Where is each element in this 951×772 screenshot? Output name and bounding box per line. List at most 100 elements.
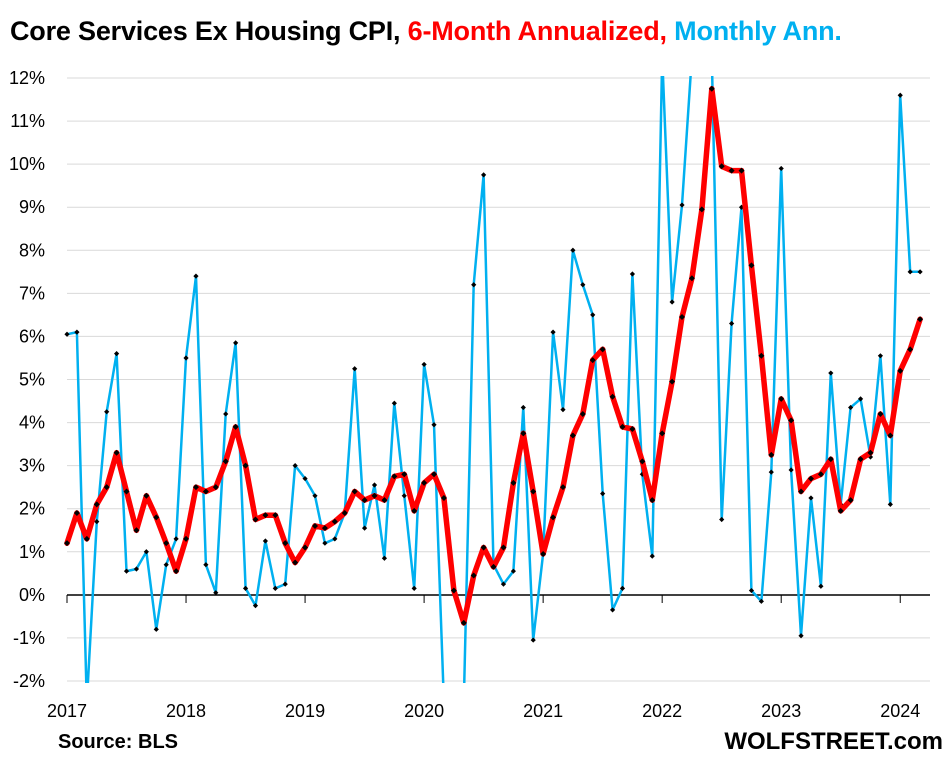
- six-month-point: [540, 550, 547, 557]
- y-tick-label: -1%: [13, 628, 45, 648]
- monthly-ann-point: [361, 525, 368, 531]
- chart-title: Core Services Ex Housing CPI, 6-Month An…: [10, 16, 842, 47]
- monthly-ann-point: [600, 491, 606, 497]
- monthly-ann-point: [500, 581, 507, 587]
- six-month-point: [708, 85, 715, 92]
- monthly-ann-point: [223, 411, 229, 417]
- six-month-point: [222, 458, 229, 465]
- x-tick-label: 2020: [404, 701, 444, 721]
- six-month-point: [599, 346, 606, 353]
- six-month-point: [807, 475, 814, 482]
- monthly-ann-point: [401, 493, 407, 499]
- monthly-ann-point: [778, 165, 784, 172]
- monthly-ann-point: [560, 407, 566, 413]
- y-tick-label: 7%: [19, 283, 45, 303]
- x-tick-labels: 2017 2018 2019 2020 2021 2022 2023 2024: [47, 701, 920, 721]
- six-month-point: [877, 410, 884, 417]
- monthly-ann-point: [292, 463, 298, 469]
- monthly-ann-point: [143, 549, 149, 555]
- six-month-point: [649, 497, 656, 504]
- six-month-point: [351, 488, 358, 495]
- six-month-point: [629, 426, 636, 433]
- monthly-ann-point: [411, 585, 417, 591]
- monthly-ann-point: [679, 202, 685, 208]
- y-tick-label: 3%: [19, 456, 45, 476]
- title-part-main: Core Services Ex Housing CPI,: [10, 16, 401, 46]
- monthly-ann-point: [203, 562, 209, 568]
- six-month-point: [173, 568, 180, 575]
- six-month-point: [847, 497, 854, 504]
- monthly-ann-point: [520, 404, 526, 411]
- y-tick-label: 11%: [10, 111, 45, 131]
- six-month-point: [480, 544, 487, 551]
- six-month-point: [679, 314, 686, 321]
- six-month-point: [202, 488, 209, 495]
- y-tick-label: 8%: [19, 240, 45, 260]
- six-month-point: [788, 417, 795, 424]
- y-tick-label: 4%: [19, 413, 45, 433]
- monthly-ann-point: [481, 172, 487, 178]
- six-month-point: [311, 522, 318, 529]
- six-month-point: [688, 275, 695, 282]
- monthly-ann-point: [768, 469, 774, 475]
- six-month-point: [639, 458, 646, 465]
- six-month-point: [252, 516, 259, 523]
- source-label: Source: BLS: [58, 731, 179, 753]
- six-month-point: [381, 497, 388, 504]
- monthly-ann-point: [233, 340, 239, 346]
- monthly-ann-point: [332, 536, 338, 542]
- six-month-point: [778, 395, 785, 402]
- monthly-ann-point: [421, 361, 427, 368]
- monthly-ann-point: [798, 633, 804, 639]
- six-month-point: [758, 352, 765, 359]
- six-month-point: [232, 423, 239, 430]
- six-month-point: [242, 462, 249, 469]
- monthly-ann-point: [94, 519, 100, 525]
- monthly-ann-point: [64, 331, 70, 337]
- six-month-point: [917, 316, 924, 323]
- y-tick-label: 9%: [19, 197, 45, 217]
- six-month-point: [192, 484, 199, 491]
- six-month-point: [64, 540, 70, 547]
- y-tick-label: 2%: [19, 499, 45, 519]
- six-month-point: [559, 484, 566, 491]
- six-month-point: [93, 501, 100, 508]
- six-month-point: [659, 430, 666, 437]
- six-month-point: [897, 367, 904, 374]
- monthly-ann-point: [302, 475, 308, 482]
- monthly-ann-point: [570, 247, 576, 253]
- six-month-point: [619, 423, 626, 430]
- monthly-ann-point: [381, 555, 388, 561]
- monthly-ann-point: [828, 370, 834, 376]
- monthly-ann-point: [818, 583, 824, 589]
- six-month-point: [500, 544, 507, 551]
- monthly-ann-point: [74, 329, 80, 335]
- monthly-ann-point: [322, 540, 328, 546]
- monthly-ann-point: [431, 422, 437, 428]
- monthly-ann-point: [530, 637, 536, 643]
- x-tick-label: 2024: [880, 701, 920, 721]
- monthly-ann-point: [758, 598, 764, 604]
- brand-label: WOLFSTREET.com: [724, 728, 943, 755]
- monthly-ann-point: [153, 626, 159, 632]
- x-tick-label: 2022: [642, 701, 682, 721]
- series-group: [64, 76, 924, 683]
- monthly-ann-point: [173, 536, 179, 542]
- monthly-ann-point: [352, 366, 358, 372]
- monthly-ann-point: [133, 566, 140, 572]
- six-month-point: [817, 471, 824, 478]
- six-month-point: [103, 484, 110, 491]
- six-month-point: [401, 471, 408, 478]
- six-month-point: [510, 479, 517, 486]
- six-month-point: [123, 488, 130, 495]
- six-month-point: [728, 167, 735, 174]
- monthly-ann-point: [580, 282, 586, 288]
- six-month-point: [391, 473, 398, 480]
- axes: [66, 594, 930, 603]
- monthly-ann-point: [371, 482, 378, 488]
- six-month-point: [748, 262, 755, 269]
- title-part-six-month: 6-Month Annualized,: [407, 16, 667, 46]
- monthly-ann-point: [242, 585, 249, 591]
- monthly-ann-point: [808, 495, 814, 501]
